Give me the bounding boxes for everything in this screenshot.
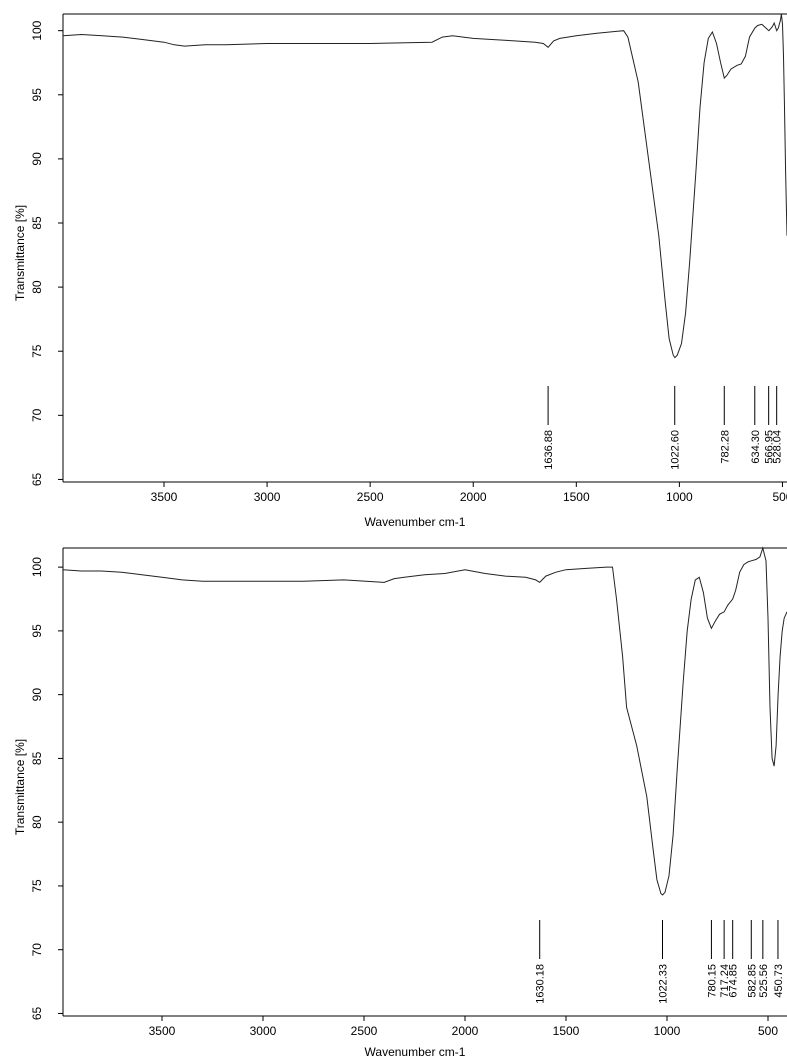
x-tick-label: 500 [758,1024,778,1038]
x-tick-label: 1500 [563,490,590,504]
y-tick-label: 90 [30,688,44,702]
y-tick-label: 85 [30,751,44,765]
x-tick-label: 2000 [452,1024,479,1038]
x-tick-label: 3500 [151,490,178,504]
peak-label: 1022.33 [657,964,669,1004]
peak-label: 566.95 [764,430,776,464]
spectrum-chart-1: 3500 3000 2500 2000 1500 1000 500 65 70 75 80 85 90 9… [13,13,787,529]
peak-label: 450.73 [773,964,785,998]
peak-label: 1022.60 [670,430,682,470]
y-tick-label: 100 [30,557,44,577]
peak-label: 717.24 [719,964,731,998]
spectrum-line [62,546,787,896]
y-tick-label: 100 [30,20,44,40]
y-axis-title: Transmittance [%] [13,205,27,301]
x-tick-label: 500 [772,490,787,504]
y-tick-label: 70 [30,943,44,957]
y-tick-label: 85 [30,216,44,230]
y-tick-label: 70 [30,408,44,422]
peak-label: 525.56 [758,964,770,998]
x-tick-label: 1500 [553,1024,580,1038]
peak-label: 582.85 [746,964,758,998]
x-tick-label: 3500 [149,1024,176,1038]
peak-label: 780.15 [706,964,718,998]
x-axis-title: Wavenumber cm-1 [365,515,466,529]
y-tick-label: 80 [30,815,44,829]
x-axis-title: Wavenumber cm-1 [365,1045,466,1059]
y-tick-label: 75 [30,344,44,358]
peak-label: 1636.88 [543,430,555,470]
peak-label: 782.28 [719,430,731,464]
y-tick-label: 75 [30,879,44,893]
plot-area-1: 3500 3000 2500 2000 1500 1000 500 65 70 75 80 85 90 9… [13,13,787,529]
peak-label: 674.85 [728,964,740,998]
spectrum-line [62,13,787,359]
peak-label: 634.30 [750,430,762,464]
x-tick-label: 3000 [254,490,281,504]
y-tick-label: 80 [30,280,44,294]
x-tick-label: 2500 [351,1024,378,1038]
peak-label: 528.04 [772,430,784,464]
y-tick-label: 95 [30,624,44,638]
y-tick-label: 90 [30,152,44,166]
x-tick-label: 1000 [654,1024,681,1038]
x-tick-label: 3000 [250,1024,277,1038]
y-tick-label: 65 [30,1006,44,1020]
y-axis-title: Transmittance [%] [13,739,27,835]
y-tick-label: 65 [30,472,44,486]
spectrum-chart-2: 3500 3000 2500 2000 1500 1000 500 65 70 75 80 85 90 9… [13,546,787,1059]
x-tick-label: 2000 [460,490,487,504]
x-tick-label: 1000 [666,490,693,504]
plot-area-2: 3500 3000 2500 2000 1500 1000 500 65 70 75 80 85 90 9… [13,546,787,1059]
peak-label: 1630.18 [535,964,547,1004]
x-tick-label: 2500 [357,490,384,504]
y-tick-label: 95 [30,88,44,102]
